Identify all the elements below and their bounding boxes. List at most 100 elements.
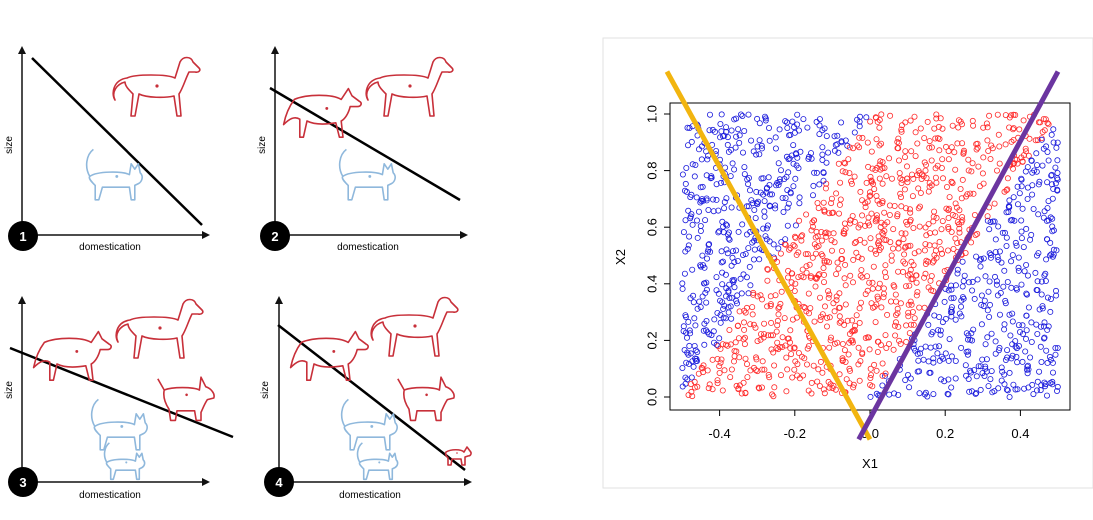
point-red	[759, 358, 766, 365]
point-red	[909, 193, 916, 200]
panel-2: size domestication 2	[257, 46, 468, 253]
point-red	[944, 183, 951, 190]
point-blue	[987, 301, 994, 308]
point-red	[752, 324, 759, 331]
point-blue	[722, 271, 729, 278]
point-blue	[1001, 381, 1008, 388]
point-blue	[794, 121, 801, 128]
dog-marker	[413, 324, 417, 328]
point-blue	[710, 196, 717, 203]
point-blue	[1048, 171, 1055, 178]
point-blue	[738, 111, 745, 118]
point-red	[792, 234, 799, 241]
point-blue	[1008, 258, 1015, 265]
point-blue	[683, 359, 690, 366]
point-blue	[941, 378, 948, 385]
point-blue	[685, 318, 692, 325]
point-red	[912, 129, 919, 136]
point-red	[825, 288, 832, 295]
point-blue	[745, 290, 752, 297]
point-blue	[727, 173, 734, 180]
point-blue	[1013, 286, 1020, 293]
point-blue	[1035, 250, 1042, 257]
point-blue	[1018, 183, 1025, 190]
point-blue	[760, 225, 767, 232]
point-red	[864, 334, 871, 341]
point-blue	[696, 208, 703, 215]
point-red	[968, 239, 975, 246]
point-red	[869, 383, 876, 390]
point-red	[964, 191, 971, 198]
point-blue	[715, 290, 722, 297]
point-red	[858, 299, 865, 306]
point-blue	[1044, 294, 1051, 301]
point-red	[950, 245, 957, 252]
point-blue	[988, 251, 995, 258]
point-blue	[973, 253, 980, 260]
point-red	[972, 231, 979, 238]
point-blue	[948, 384, 955, 391]
x-tick-label: 0.2	[936, 426, 954, 441]
point-red	[953, 204, 960, 211]
point-red	[783, 354, 790, 361]
point-blue	[1040, 145, 1047, 152]
point-red	[891, 322, 898, 329]
point-blue	[1052, 164, 1059, 171]
point-red	[876, 117, 883, 124]
point-blue	[984, 217, 991, 224]
point-red	[984, 213, 991, 220]
point-red	[952, 166, 959, 173]
point-red	[933, 111, 940, 118]
point-red	[983, 120, 990, 127]
point-blue	[1020, 330, 1027, 337]
point-blue	[742, 250, 749, 257]
point-blue	[1001, 267, 1008, 274]
point-red	[857, 221, 864, 228]
point-red	[904, 272, 911, 279]
point-blue	[715, 229, 722, 236]
point-red	[770, 332, 777, 339]
point-blue	[735, 228, 742, 235]
point-red	[886, 155, 893, 162]
point-red	[945, 148, 952, 155]
point-blue	[782, 195, 789, 202]
point-red	[905, 313, 912, 320]
point-red	[767, 332, 774, 339]
point-blue	[965, 336, 972, 343]
point-red	[994, 111, 1001, 118]
point-red	[883, 344, 890, 351]
point-red	[901, 251, 908, 258]
point-blue	[704, 329, 711, 336]
point-blue	[978, 255, 985, 262]
point-blue	[863, 114, 870, 121]
point-red	[932, 135, 939, 142]
point-blue	[694, 234, 701, 241]
point-blue	[787, 131, 794, 138]
point-blue	[790, 160, 797, 167]
point-red	[847, 217, 854, 224]
point-red	[867, 235, 874, 242]
point-blue	[685, 142, 692, 149]
terrier-outline	[397, 376, 455, 422]
point-red	[787, 339, 794, 346]
x-axis-label: domestication	[79, 490, 141, 501]
point-red	[791, 366, 798, 373]
point-red	[878, 304, 885, 311]
point-blue	[963, 348, 970, 355]
point-blue	[947, 309, 954, 316]
point-red	[902, 243, 909, 250]
point-red	[881, 209, 888, 216]
point-blue	[1009, 310, 1016, 317]
point-red	[908, 258, 915, 265]
dog-icon	[112, 56, 201, 117]
point-red	[907, 266, 914, 273]
point-red	[1016, 126, 1023, 133]
point-blue	[797, 148, 804, 155]
cat-icon	[85, 148, 143, 201]
point-red	[1044, 120, 1051, 127]
point-blue	[1020, 244, 1027, 251]
point-red	[895, 240, 902, 247]
point-red	[736, 354, 743, 361]
point-red	[956, 225, 963, 232]
point-red	[1021, 152, 1028, 159]
